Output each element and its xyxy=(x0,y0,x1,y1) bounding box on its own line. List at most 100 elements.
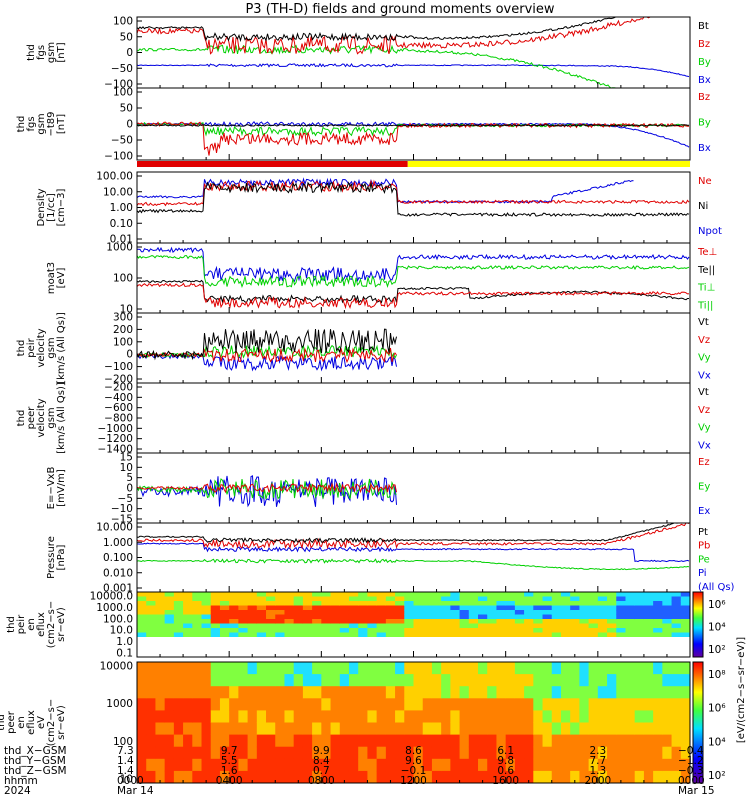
spectrogram-cell xyxy=(579,770,590,784)
spectrogram-cell xyxy=(404,686,414,699)
spectrogram-cell xyxy=(607,698,617,711)
spectrogram-cell xyxy=(173,758,184,772)
spectrogram-cell xyxy=(201,605,212,611)
spectrogram-cell xyxy=(616,746,626,760)
spectrogram-cell xyxy=(560,722,571,736)
spectrogram-cell xyxy=(376,596,387,602)
y-tick-label: 300 xyxy=(113,312,133,324)
spectrogram-cell xyxy=(524,592,534,597)
spectrogram-cell xyxy=(514,722,525,736)
spectrogram-cell xyxy=(422,596,433,602)
spectrogram-cell xyxy=(588,632,599,638)
legend-Te⊥: Te⊥ xyxy=(697,247,717,258)
spectrogram-cell xyxy=(570,614,580,620)
y-tick-label: 10.00 xyxy=(103,186,133,198)
spectrogram-cell xyxy=(284,698,295,711)
spectrogram-cell xyxy=(616,710,626,723)
ephem-value: 5.5 xyxy=(221,755,238,767)
spectrogram-cell xyxy=(422,746,433,760)
spectrogram-cell xyxy=(505,770,516,784)
spectrogram-cell xyxy=(247,770,258,784)
spectrogram-cell xyxy=(588,662,599,675)
spectrogram-cell xyxy=(579,596,590,602)
spectrogram-cell xyxy=(284,662,295,675)
spectrogram-cell xyxy=(441,628,451,633)
spectrogram-cell xyxy=(321,746,332,760)
spectrogram-cell xyxy=(367,605,378,611)
y-tick-label: −1200 xyxy=(97,433,133,445)
spectrogram-cell xyxy=(284,628,295,633)
spectrogram-cell xyxy=(348,605,359,611)
spectrogram-cell xyxy=(597,592,608,597)
legend-Pe: Pe xyxy=(698,554,710,565)
spectrogram-cell xyxy=(625,592,636,597)
spectrogram-cell xyxy=(450,614,461,620)
spectrogram-cell xyxy=(680,662,691,675)
colorbar xyxy=(692,591,704,658)
y-tick-label: 10.0 xyxy=(110,625,133,637)
legend-Bz: Bz xyxy=(698,92,710,103)
spectrogram-cell xyxy=(496,601,507,606)
spectrogram-cell xyxy=(164,628,175,633)
spectrogram-cell xyxy=(330,605,341,611)
spectrogram-cell xyxy=(653,596,663,602)
ephemeris-footer: thd_X−GSM 7.3 9.7 9.9 8.6 6.1 2.3 −0.4 thd_Y−GSM… xyxy=(4,745,715,797)
spectrogram-cell xyxy=(192,632,203,638)
spectrogram-cell xyxy=(625,770,636,784)
spectrogram-cell xyxy=(155,686,166,699)
spectrogram-cell xyxy=(514,601,525,606)
spectrogram-cell xyxy=(183,596,193,602)
spectrogram-cell xyxy=(542,605,553,611)
series-bt xyxy=(136,124,690,127)
spectrogram-cell xyxy=(560,662,571,675)
spectrogram-cell xyxy=(643,605,654,611)
spectrogram-cell xyxy=(173,698,184,711)
spectrogram-cell xyxy=(607,674,617,687)
spectrogram-cell xyxy=(671,722,682,736)
spectrogram-cell xyxy=(643,698,654,711)
spectrogram-cell xyxy=(662,722,673,736)
spectrogram-cell xyxy=(210,746,221,760)
spectrogram-cell xyxy=(358,758,368,772)
y-tick-label: 1000 xyxy=(106,698,133,710)
spectrogram-cell xyxy=(653,662,663,675)
spectrogram-cell xyxy=(339,614,350,620)
spectrogram-cell xyxy=(229,614,239,620)
spectrogram-cell xyxy=(339,686,350,699)
spectrogram-cell xyxy=(625,710,636,723)
spectrogram-cell xyxy=(247,758,258,772)
spectrogram-cell xyxy=(302,623,313,629)
ylabel-line: sr−eV) xyxy=(56,705,67,740)
spectrogram-cell xyxy=(173,770,184,784)
spectrogram-cell xyxy=(468,758,479,772)
spectrogram-cell xyxy=(155,610,166,615)
spectrogram-cell xyxy=(524,628,534,633)
spectrogram-cell xyxy=(496,734,507,748)
spectrogram-cell xyxy=(478,614,488,620)
spectrogram-cell xyxy=(653,614,663,620)
spectrogram-cell xyxy=(210,601,221,606)
spectrogram-cell xyxy=(542,628,553,633)
spectrogram-cell xyxy=(653,605,663,611)
spectrogram-cell xyxy=(137,662,147,675)
ephem-value: 0400 xyxy=(216,775,243,787)
spectrogram-cell xyxy=(616,734,626,748)
spectrogram-cell xyxy=(634,746,645,760)
series-bz xyxy=(136,16,689,55)
spectrogram-cell xyxy=(367,734,378,748)
spectrogram-cell xyxy=(173,605,184,611)
spectrogram-cell xyxy=(164,662,175,675)
spectrogram-cell xyxy=(266,601,276,606)
spectrogram-cell xyxy=(459,614,470,620)
spectrogram-cell xyxy=(385,710,396,723)
spectrogram-cell xyxy=(542,610,553,615)
spectrogram-cell xyxy=(385,734,396,748)
spectrogram-cell xyxy=(256,758,267,772)
spectrogram-cell xyxy=(321,758,332,772)
ylabel-line: sr−eV) xyxy=(56,607,67,642)
spectrogram-cell xyxy=(634,734,645,748)
spectrogram-cell xyxy=(321,674,332,687)
spectrogram-cell xyxy=(487,734,497,748)
series-pb xyxy=(136,522,690,550)
spectrogram-cell xyxy=(385,601,396,606)
